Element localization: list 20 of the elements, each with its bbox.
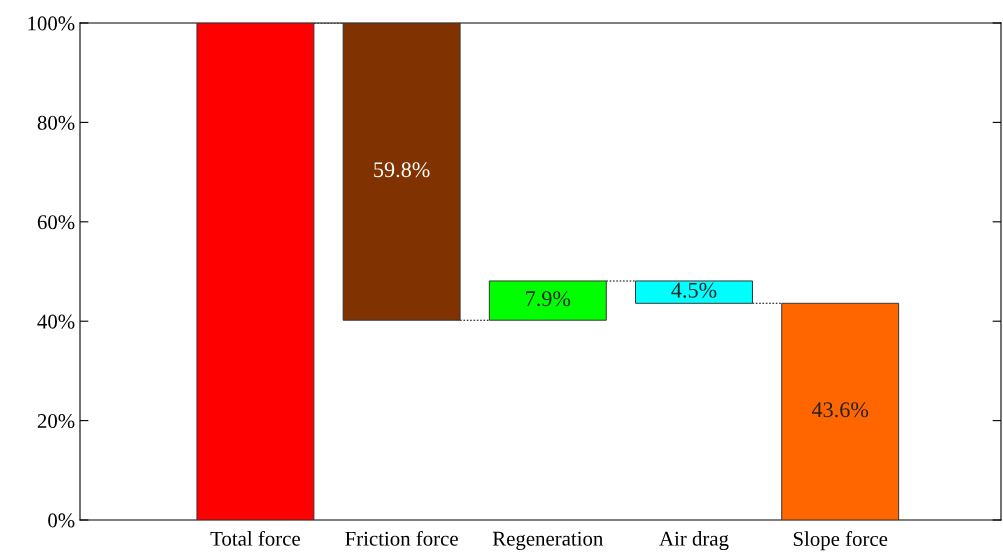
- bar: [781, 302, 900, 520]
- y-tick-label: 100%: [28, 16, 75, 31]
- x-tick-label: Total force: [210, 530, 300, 546]
- data-label: 4.5%: [671, 282, 717, 298]
- x-tick-label: Regeneration: [492, 531, 604, 550]
- data-label: 59.8%: [374, 162, 430, 178]
- bar: [342, 23, 461, 321]
- data-label: 7.9%: [526, 291, 571, 307]
- x-tick-label: Slope force: [793, 531, 888, 551]
- x-tick-label: Air drag: [659, 531, 729, 551]
- data-label: 43.6%: [811, 402, 869, 418]
- bar: [196, 23, 315, 520]
- y-tick-label: 20%: [37, 413, 75, 429]
- x-tick-label: Friction force: [345, 530, 458, 546]
- y-tick-label: 40%: [37, 314, 75, 329]
- y-tick-label: 60%: [37, 215, 75, 230]
- y-tick-label: 80%: [37, 115, 75, 130]
- bar: [488, 280, 607, 321]
- bar: [635, 280, 753, 304]
- y-tick-label: 0%: [48, 513, 75, 528]
